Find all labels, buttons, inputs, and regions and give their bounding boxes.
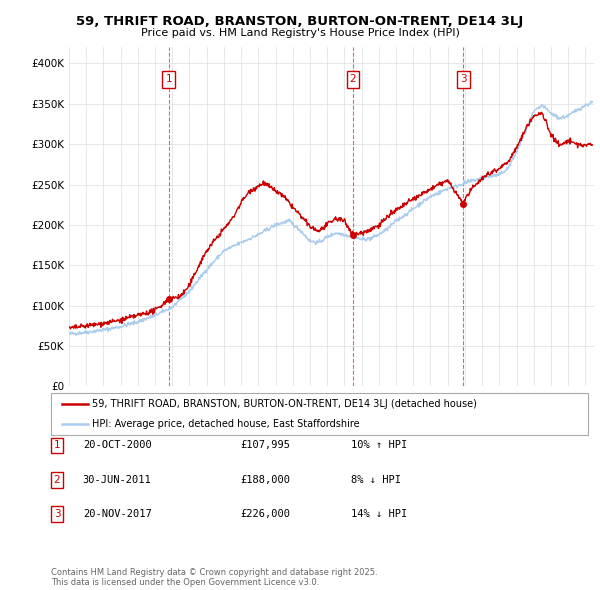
Text: Contains HM Land Registry data © Crown copyright and database right 2025.
This d: Contains HM Land Registry data © Crown c… bbox=[51, 568, 377, 587]
Text: 2: 2 bbox=[350, 74, 356, 84]
Text: Price paid vs. HM Land Registry's House Price Index (HPI): Price paid vs. HM Land Registry's House … bbox=[140, 28, 460, 38]
Text: 20-NOV-2017: 20-NOV-2017 bbox=[83, 509, 152, 519]
Text: 1: 1 bbox=[53, 441, 61, 450]
Text: £226,000: £226,000 bbox=[240, 509, 290, 519]
Text: 14% ↓ HPI: 14% ↓ HPI bbox=[351, 509, 407, 519]
Text: 59, THRIFT ROAD, BRANSTON, BURTON-ON-TRENT, DE14 3LJ (detached house): 59, THRIFT ROAD, BRANSTON, BURTON-ON-TRE… bbox=[92, 399, 476, 409]
Text: 30-JUN-2011: 30-JUN-2011 bbox=[83, 475, 152, 484]
Text: 10% ↑ HPI: 10% ↑ HPI bbox=[351, 441, 407, 450]
Text: 8% ↓ HPI: 8% ↓ HPI bbox=[351, 475, 401, 484]
Text: £107,995: £107,995 bbox=[240, 441, 290, 450]
Text: 59, THRIFT ROAD, BRANSTON, BURTON-ON-TRENT, DE14 3LJ: 59, THRIFT ROAD, BRANSTON, BURTON-ON-TRE… bbox=[76, 15, 524, 28]
Text: 3: 3 bbox=[460, 74, 466, 84]
Text: £188,000: £188,000 bbox=[240, 475, 290, 484]
Text: 2: 2 bbox=[53, 475, 61, 484]
Text: 1: 1 bbox=[166, 74, 172, 84]
Text: HPI: Average price, detached house, East Staffordshire: HPI: Average price, detached house, East… bbox=[92, 419, 359, 429]
Text: 3: 3 bbox=[53, 509, 61, 519]
Text: 20-OCT-2000: 20-OCT-2000 bbox=[83, 441, 152, 450]
